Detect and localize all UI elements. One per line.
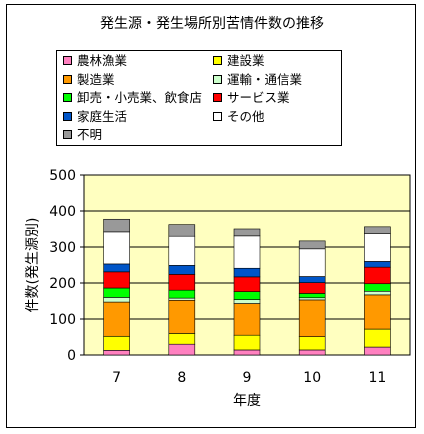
legend-swatch [63, 111, 72, 121]
bar-segment [298, 293, 326, 299]
x-tick-label: 7 [112, 370, 121, 386]
bar-segment [168, 297, 196, 301]
bar-segment [103, 335, 130, 351]
bar-segment [233, 299, 261, 304]
bar-segment [233, 228, 261, 237]
legend-swatch [63, 74, 72, 84]
legend-swatch [213, 93, 222, 102]
bar-segment [364, 346, 391, 356]
legend-swatch [63, 56, 72, 65]
legend-label: サービス業 [227, 90, 290, 105]
bar-segment [364, 266, 391, 285]
legend-swatch [213, 56, 222, 65]
bar-segment [298, 349, 326, 356]
legend-label: 運輸・通信業 [227, 71, 303, 87]
bar-segment [364, 290, 391, 296]
bar-segment [103, 231, 130, 265]
y-tick-label: 300 [49, 240, 76, 256]
bar-segment [298, 297, 326, 301]
bar-segment [233, 235, 261, 269]
bar-segment [168, 333, 196, 345]
bar-segment [364, 233, 391, 262]
bar-segment [168, 224, 196, 237]
bar-segment [298, 240, 326, 250]
y-axis-label: 件数(発生源別) [25, 218, 41, 313]
bar-segment [364, 261, 391, 268]
y-tick-label: 0 [67, 348, 76, 364]
bar-segment [233, 334, 261, 351]
bar-segment [298, 336, 326, 351]
legend-label: 製造業 [77, 71, 115, 87]
legend-swatch [213, 74, 222, 84]
bar-segment [364, 226, 391, 234]
bar-segment [168, 343, 196, 356]
bar-segment [103, 271, 130, 289]
legend-label: 卸売・小売業、飲食店 [77, 90, 203, 105]
legend-swatch [213, 111, 222, 121]
bar-segment [364, 283, 391, 292]
y-tick-label: 400 [49, 204, 76, 220]
legend: 農林漁業 建設業製造業 運輸・通信業卸売・小売業、飲食店 サービス業家庭生活 その他不明 [56, 50, 342, 146]
bar-segment [103, 287, 130, 298]
x-tick-label: 9 [243, 370, 252, 386]
bar-segment [103, 301, 130, 337]
x-axis-label: 年度 [233, 393, 261, 409]
bar-segment [168, 235, 196, 266]
bar-segment [298, 248, 326, 277]
bar-segment [364, 294, 391, 330]
bar-segment [103, 263, 130, 273]
x-tick-label: 8 [177, 370, 186, 386]
bar-segment [168, 299, 196, 334]
bar-segment [233, 267, 261, 278]
chart-svg: 0 100 200 300 400 500 7 8 9 10 11 年度 件数(発生源別) [25, 168, 411, 409]
chart-frame: 発生源・発生場所別苦情件数の推移 農林漁業 建設業製造業 運輸・通信業卸売・小売業、… [6, 4, 416, 428]
bar-segment [233, 291, 261, 300]
bar-segment [103, 218, 130, 233]
bar-segment [233, 303, 261, 336]
y-tick-label: 500 [49, 168, 76, 184]
bar-segment [298, 299, 326, 337]
bar-segment [364, 328, 391, 348]
legend-label: 家庭生活 [77, 108, 128, 124]
bar-segment [298, 282, 326, 294]
bar-segment [168, 289, 196, 299]
legend-label: 不明 [77, 127, 103, 142]
x-tick-label: 10 [303, 370, 321, 386]
bar-segment [233, 276, 261, 292]
bar-segment [168, 265, 196, 275]
bar-segment [233, 349, 261, 356]
bar-segment [168, 274, 196, 291]
bar-segment [298, 276, 326, 283]
legend-label: その他 [227, 108, 265, 124]
legend-label: 建設業 [227, 53, 265, 68]
bar-segment [103, 297, 130, 303]
x-tick-label: 11 [368, 370, 386, 386]
legend-swatch [63, 130, 72, 139]
y-tick-label: 200 [49, 276, 76, 292]
legend-label: 農林漁業 [77, 53, 128, 68]
legend-swatch [63, 93, 72, 102]
y-tick-label: 100 [49, 312, 76, 328]
bar-segment [103, 350, 130, 356]
chart-title: 発生源・発生場所別苦情件数の推移 [100, 16, 324, 32]
